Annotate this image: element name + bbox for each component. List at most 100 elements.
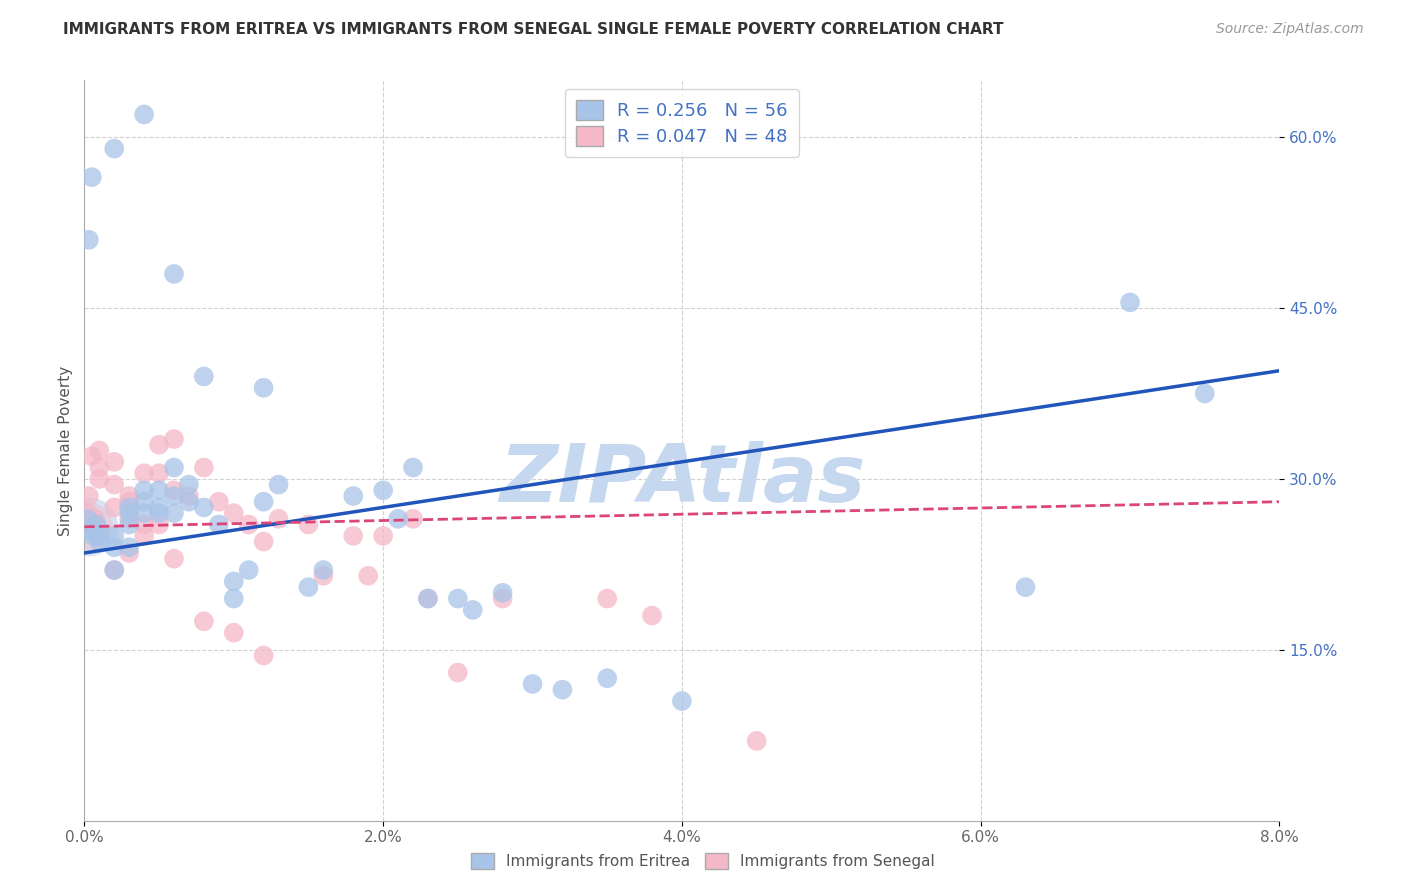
Point (89, 529, 111, 543)
Point (76, 506, 98, 520)
Point (193, 500, 215, 515)
Point (671, 694, 693, 708)
Point (297, 580, 319, 594)
Point (148, 517, 170, 532)
Point (118, 489, 141, 503)
Point (118, 546, 141, 560)
Point (80, 170, 103, 185)
Point (103, 529, 125, 543)
Point (118, 517, 141, 532)
Point (492, 586, 515, 600)
Point (447, 591, 470, 606)
Legend: R = 0.256   N = 56, R = 0.047   N = 48: R = 0.256 N = 56, R = 0.047 N = 48 (565, 89, 799, 157)
Point (132, 494, 156, 508)
Point (297, 517, 319, 532)
Point (177, 489, 200, 503)
Point (238, 517, 260, 532)
Point (312, 568, 335, 582)
Text: ZIPAtlas: ZIPAtlas (499, 441, 865, 519)
Point (357, 568, 380, 582)
Point (77, 520, 100, 534)
Point (132, 467, 156, 481)
Point (416, 591, 439, 606)
Text: Source: ZipAtlas.com: Source: ZipAtlas.com (1216, 22, 1364, 37)
Point (163, 483, 186, 498)
Point (118, 506, 141, 520)
Point (132, 506, 156, 520)
Point (416, 591, 439, 606)
Point (118, 541, 141, 555)
Point (373, 483, 395, 498)
Point (132, 483, 156, 498)
Point (103, 500, 125, 515)
Y-axis label: Single Female Poverty: Single Female Poverty (58, 366, 73, 535)
Point (148, 506, 170, 520)
Point (118, 500, 141, 515)
Point (1119, 295, 1142, 310)
Point (163, 551, 186, 566)
Point (148, 467, 170, 481)
Point (103, 563, 125, 577)
Point (132, 529, 156, 543)
Point (342, 529, 364, 543)
Point (267, 512, 290, 526)
Point (402, 512, 425, 526)
Point (163, 432, 186, 446)
Point (387, 512, 409, 526)
Point (461, 603, 484, 617)
Point (193, 460, 215, 475)
Point (745, 734, 768, 748)
Point (89, 534, 111, 549)
Point (222, 506, 245, 520)
Point (103, 455, 125, 469)
Point (83, 512, 105, 526)
Point (373, 529, 395, 543)
Point (103, 142, 125, 156)
Point (177, 477, 200, 491)
Point (89, 460, 111, 475)
Point (1194, 386, 1216, 401)
Point (177, 494, 200, 508)
Point (77, 520, 100, 534)
Point (77, 489, 100, 503)
Point (193, 615, 215, 629)
Point (253, 381, 276, 395)
Point (132, 107, 156, 121)
Point (77, 233, 100, 247)
Point (596, 671, 619, 685)
Point (208, 517, 231, 532)
Point (148, 438, 170, 452)
Point (89, 472, 111, 486)
Point (641, 608, 664, 623)
Point (447, 665, 470, 680)
Point (163, 489, 186, 503)
Point (118, 512, 141, 526)
Point (253, 648, 276, 663)
Point (522, 677, 544, 691)
Point (103, 563, 125, 577)
Point (103, 541, 125, 555)
Point (402, 460, 425, 475)
Point (89, 523, 111, 537)
Point (208, 494, 231, 508)
Point (222, 574, 245, 589)
Point (86, 517, 108, 532)
Point (89, 443, 111, 458)
Point (253, 494, 276, 508)
Point (148, 500, 170, 515)
Point (118, 494, 141, 508)
Point (193, 369, 215, 384)
Point (222, 625, 245, 640)
Point (551, 682, 574, 697)
Point (492, 591, 515, 606)
Point (80, 449, 103, 463)
Point (1014, 580, 1036, 594)
Point (82, 529, 104, 543)
Point (342, 489, 364, 503)
Point (163, 460, 186, 475)
Point (89, 529, 111, 543)
Point (103, 477, 125, 491)
Point (596, 591, 619, 606)
Text: IMMIGRANTS FROM ERITREA VS IMMIGRANTS FROM SENEGAL SINGLE FEMALE POVERTY CORRELA: IMMIGRANTS FROM ERITREA VS IMMIGRANTS FR… (63, 22, 1004, 37)
Point (238, 563, 260, 577)
